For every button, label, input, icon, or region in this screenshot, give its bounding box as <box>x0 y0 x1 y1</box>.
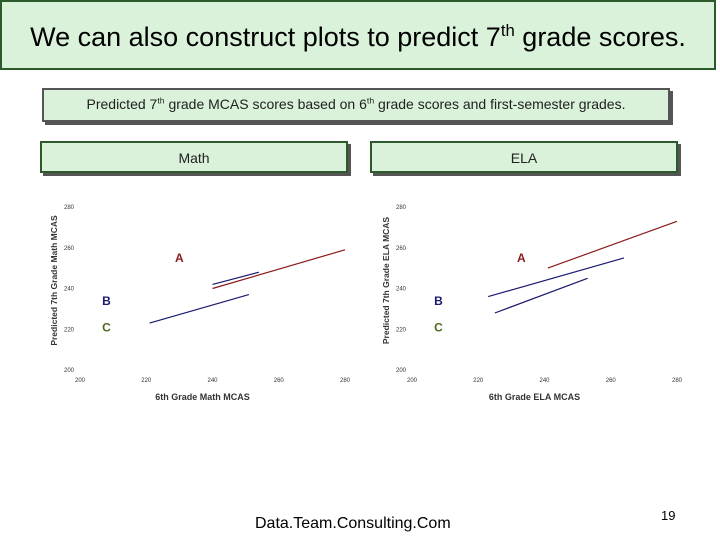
math-label: Math <box>178 150 210 166</box>
ela-y-axis-label: Predicted 7th Grade ELA MCAS <box>381 217 391 345</box>
math-ytick-label: 220 <box>64 327 75 333</box>
ela-group-label-a: A <box>517 251 526 265</box>
ela-xtick-label: 220 <box>473 378 484 384</box>
ela-group-label-c: C <box>434 320 443 334</box>
ela-ytick-label: 280 <box>396 205 407 211</box>
ela-label-box: ELA <box>370 141 678 173</box>
ela-group-label-b: B <box>434 294 443 308</box>
math-group-label-c: C <box>102 320 111 334</box>
ela-ytick-label: 200 <box>396 368 407 374</box>
math-xtick-label: 220 <box>141 378 152 384</box>
ela-xtick-label: 240 <box>539 378 550 384</box>
page-number: 19 <box>661 508 676 523</box>
math-ytick-label: 200 <box>64 368 75 374</box>
ela-label: ELA <box>510 150 538 166</box>
math-xtick-label: 280 <box>340 378 350 384</box>
ela-ytick-label: 260 <box>396 246 407 252</box>
math-y-axis-label: Predicted 7th Grade Math MCAS <box>49 215 59 346</box>
ela-xtick-label: 260 <box>606 378 617 384</box>
math-series-line-c <box>149 294 250 324</box>
ela-series-line-c <box>494 277 588 314</box>
footer-text: Data.Team.Consulting.Com <box>255 515 451 532</box>
ela-ytick-label: 240 <box>396 287 407 293</box>
math-ytick-label: 240 <box>64 287 75 293</box>
math-group-label-b: B <box>102 294 111 308</box>
ela-series-line-a <box>547 220 678 269</box>
subtitle-banner: Predicted 7th grade MCAS scores based on… <box>42 88 670 122</box>
ela-ytick-label: 220 <box>396 327 407 333</box>
math-ytick-label: 260 <box>64 246 75 252</box>
math-label-box: Math <box>40 141 348 173</box>
math-x-axis-label: 6th Grade Math MCAS <box>155 392 250 402</box>
ela-x-axis-label: 6th Grade ELA MCAS <box>489 392 580 402</box>
math-series-line-a <box>212 249 346 290</box>
title-banner: We can also construct plots to predict 7… <box>0 0 716 70</box>
slide-title: We can also construct plots to predict 7… <box>30 21 686 52</box>
math-xtick-label: 260 <box>274 378 285 384</box>
ela-xtick-label: 200 <box>407 378 418 384</box>
math-xtick-label: 240 <box>207 378 218 384</box>
slide-subtitle: Predicted 7th grade MCAS scores based on… <box>86 95 626 112</box>
math-series-line-b <box>212 271 260 285</box>
ela-xtick-label: 280 <box>672 378 682 384</box>
math-chart: 200 220 240 260 280 200 220 240 260 280 6th Grade … <box>49 205 350 402</box>
math-xtick-label: 200 <box>75 378 86 384</box>
ela-series-line-b <box>488 257 625 298</box>
ela-chart: 200 220 240 260 280 200 220 240 260 280 6th Grade … <box>381 205 682 402</box>
math-group-label-a: A <box>175 251 184 265</box>
math-ytick-label: 280 <box>64 205 75 211</box>
